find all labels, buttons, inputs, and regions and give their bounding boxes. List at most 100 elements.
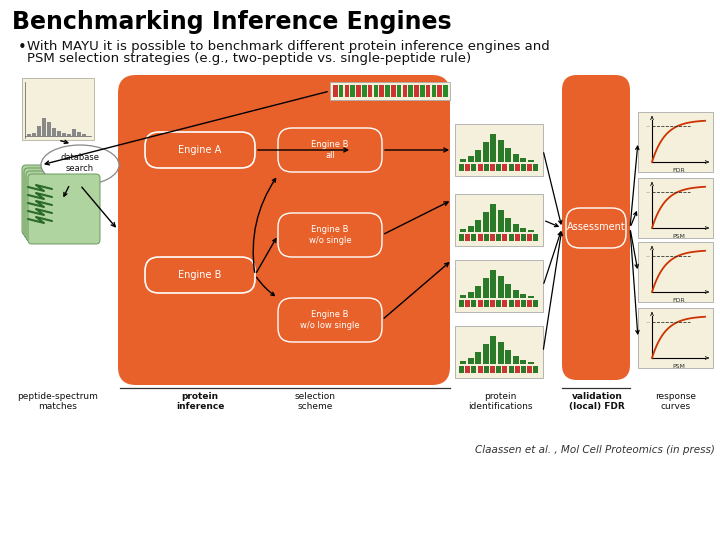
Bar xyxy=(362,85,366,97)
Bar xyxy=(520,360,526,364)
Bar xyxy=(496,300,501,307)
Text: Benchmarking Inference Engines: Benchmarking Inference Engines xyxy=(12,10,451,34)
Text: FDR: FDR xyxy=(672,298,685,303)
Bar xyxy=(77,132,81,136)
Bar xyxy=(638,242,713,302)
Bar xyxy=(32,133,35,136)
Bar xyxy=(503,300,508,307)
Bar xyxy=(515,234,520,241)
Bar xyxy=(490,164,495,171)
Bar xyxy=(368,85,372,97)
FancyBboxPatch shape xyxy=(118,75,450,385)
Text: Engine B
w/o single: Engine B w/o single xyxy=(309,225,351,245)
Bar xyxy=(459,366,464,373)
FancyBboxPatch shape xyxy=(145,132,255,168)
Text: —: — xyxy=(646,320,650,325)
Bar xyxy=(426,85,431,97)
Bar xyxy=(528,230,534,232)
Bar xyxy=(490,234,495,241)
Text: Engine B
w/o low single: Engine B w/o low single xyxy=(300,310,360,330)
Bar xyxy=(520,294,526,298)
Text: database
search: database search xyxy=(60,153,99,173)
Bar xyxy=(52,129,55,136)
Bar xyxy=(505,350,511,364)
Bar xyxy=(27,134,30,136)
Bar xyxy=(455,326,543,378)
Bar xyxy=(455,124,543,176)
Bar xyxy=(420,85,425,97)
FancyBboxPatch shape xyxy=(22,165,94,235)
Text: PSM selection strategies (e.g., two-peptide vs. single-peptide rule): PSM selection strategies (e.g., two-pept… xyxy=(27,52,471,65)
Bar xyxy=(515,300,520,307)
Bar xyxy=(444,85,448,97)
Bar xyxy=(496,164,501,171)
Bar xyxy=(534,234,539,241)
Ellipse shape xyxy=(41,145,119,185)
Bar xyxy=(498,276,503,298)
Bar xyxy=(490,336,496,364)
Bar xyxy=(475,150,481,162)
Bar xyxy=(477,300,482,307)
Bar xyxy=(505,218,511,232)
Bar xyxy=(82,134,86,136)
Bar xyxy=(482,278,488,298)
Bar xyxy=(465,366,470,373)
Bar xyxy=(465,234,470,241)
Bar xyxy=(508,300,513,307)
FancyBboxPatch shape xyxy=(26,171,98,241)
Bar xyxy=(459,164,464,171)
Bar xyxy=(402,85,407,97)
Bar xyxy=(498,342,503,364)
Bar xyxy=(374,85,378,97)
Bar xyxy=(521,234,526,241)
Bar xyxy=(515,164,520,171)
Bar xyxy=(515,366,520,373)
Text: Assessment: Assessment xyxy=(567,222,626,233)
Text: Engine B: Engine B xyxy=(179,270,222,280)
Bar xyxy=(638,178,713,238)
Bar xyxy=(534,164,539,171)
Bar xyxy=(528,296,534,298)
Bar xyxy=(475,220,481,232)
Bar xyxy=(521,366,526,373)
Bar xyxy=(460,361,466,364)
Bar xyxy=(477,164,482,171)
Bar xyxy=(455,260,543,312)
Text: •: • xyxy=(18,40,27,55)
Bar xyxy=(521,300,526,307)
Bar xyxy=(475,352,481,364)
Bar xyxy=(534,366,539,373)
Bar xyxy=(379,85,384,97)
Bar xyxy=(490,204,496,232)
Bar xyxy=(490,300,495,307)
Bar xyxy=(438,85,442,97)
Text: protein
inference: protein inference xyxy=(176,392,224,411)
Bar xyxy=(472,234,477,241)
Bar xyxy=(527,366,532,373)
Bar xyxy=(472,164,477,171)
Bar xyxy=(513,290,518,298)
Bar xyxy=(475,286,481,298)
Bar xyxy=(47,122,50,136)
Bar xyxy=(477,366,482,373)
Bar xyxy=(528,160,534,162)
Bar xyxy=(351,85,355,97)
Bar xyxy=(408,85,413,97)
Bar xyxy=(482,212,488,232)
Text: —: — xyxy=(646,190,650,194)
Bar xyxy=(455,194,543,246)
Bar xyxy=(339,85,343,97)
Bar xyxy=(460,159,466,162)
Bar xyxy=(498,140,503,162)
Bar xyxy=(67,134,71,136)
Bar xyxy=(527,164,532,171)
Bar xyxy=(460,229,466,232)
Bar xyxy=(638,112,713,172)
Bar xyxy=(496,234,501,241)
Bar xyxy=(72,130,76,136)
Bar xyxy=(482,142,488,162)
FancyBboxPatch shape xyxy=(24,168,96,238)
Bar xyxy=(391,85,395,97)
Bar xyxy=(484,366,489,373)
Bar xyxy=(414,85,419,97)
